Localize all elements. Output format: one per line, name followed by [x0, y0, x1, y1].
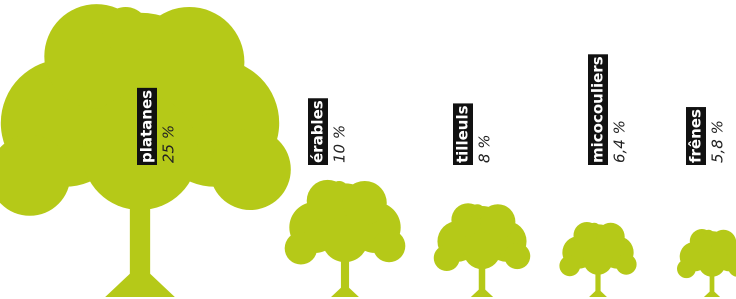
tree [285, 180, 406, 297]
canopy [373, 230, 405, 262]
canopy [210, 129, 291, 210]
value-label: 10 % [331, 125, 349, 163]
canopy [504, 243, 530, 269]
canopy [616, 254, 637, 275]
canopy [677, 259, 696, 278]
roots [704, 292, 720, 297]
tree [559, 222, 636, 297]
canopy [583, 245, 613, 275]
category-label: platanes [138, 90, 156, 163]
roots [331, 288, 359, 297]
tree [434, 203, 531, 297]
roots [105, 274, 175, 297]
canopy [434, 245, 460, 271]
canopy [330, 181, 349, 200]
category-label: micocouliers [589, 56, 607, 163]
category-label: frênes [687, 109, 705, 163]
roots [471, 290, 493, 297]
value-label: 8 % [476, 134, 494, 163]
infographic: platanes25 % érables10 % tilleuls8 % micoco… [0, 0, 736, 299]
canopy [470, 204, 485, 219]
value-label: 5,8 % [709, 120, 727, 163]
roots [589, 291, 607, 297]
canopy [699, 250, 726, 277]
canopy [559, 255, 580, 276]
canopy [322, 216, 368, 262]
value-label: 25 % [160, 125, 178, 163]
canopy [285, 232, 317, 264]
canopy [588, 223, 600, 235]
category-label: tilleuls [454, 105, 472, 163]
canopy [463, 232, 500, 269]
tree [677, 229, 736, 297]
canopy [703, 230, 714, 241]
canopy [102, 7, 148, 53]
value-label: 6,4 % [611, 120, 629, 163]
category-label: érables [309, 100, 327, 163]
